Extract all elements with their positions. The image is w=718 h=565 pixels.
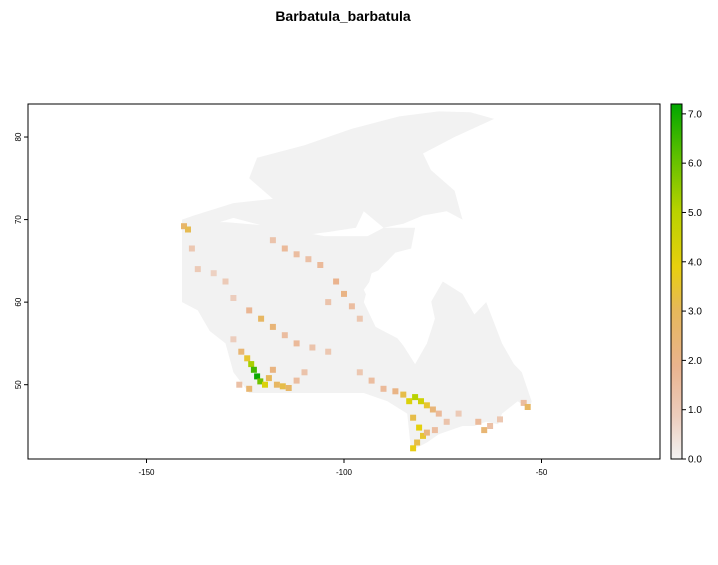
land-area bbox=[182, 111, 532, 451]
suitability-cell bbox=[285, 385, 292, 391]
suitability-cell bbox=[248, 361, 255, 368]
suitability-cell bbox=[380, 385, 387, 392]
suitability-cell bbox=[423, 429, 430, 436]
suitability-cell bbox=[325, 348, 332, 355]
suitability-cell bbox=[309, 344, 316, 351]
suitability-cell bbox=[455, 410, 462, 417]
suitability-cell bbox=[265, 375, 272, 382]
suitability-cell bbox=[423, 402, 430, 409]
suitability-cell bbox=[410, 414, 417, 421]
suitability-cell bbox=[257, 378, 264, 385]
y-tick-label: 50 bbox=[14, 380, 23, 389]
suitability-cell bbox=[230, 295, 237, 301]
legend-tick-label: 5.0 bbox=[688, 208, 702, 219]
suitability-cell bbox=[281, 245, 288, 252]
suitability-cell bbox=[317, 262, 324, 268]
suitability-cell bbox=[497, 416, 503, 423]
suitability-cell bbox=[431, 427, 438, 434]
suitability-cell bbox=[293, 377, 300, 384]
suitability-cell bbox=[443, 418, 450, 425]
suitability-cell bbox=[210, 270, 217, 277]
suitability-cell bbox=[410, 445, 417, 452]
suitability-cell bbox=[416, 424, 423, 431]
suitability-cell bbox=[475, 418, 482, 425]
suitability-cell bbox=[333, 278, 340, 285]
suitability-cell bbox=[246, 307, 253, 314]
suitability-cell bbox=[273, 381, 280, 388]
suitability-cell bbox=[356, 369, 363, 376]
suitability-cell bbox=[487, 423, 494, 429]
suitability-cell bbox=[392, 388, 399, 395]
suitability-cell bbox=[341, 290, 347, 297]
y-tick-label: 70 bbox=[14, 215, 23, 224]
legend-tick-label: 4.0 bbox=[688, 257, 702, 268]
suitability-cell bbox=[406, 398, 413, 405]
y-axis: 50 60 70 80 bbox=[14, 132, 28, 389]
suitability-cell bbox=[238, 348, 245, 355]
y-tick-label: 80 bbox=[14, 132, 23, 141]
suitability-cell bbox=[269, 366, 276, 373]
suitability-cell bbox=[420, 432, 426, 439]
x-axis: -150 -100 -50 bbox=[138, 459, 548, 477]
suitability-cell bbox=[250, 366, 257, 373]
suitability-cell bbox=[188, 245, 195, 252]
suitability-cell bbox=[181, 223, 187, 230]
suitability-cell bbox=[222, 278, 229, 285]
suitability-cell bbox=[325, 299, 332, 306]
suitability-cell bbox=[301, 369, 308, 376]
y-tick-label: 60 bbox=[14, 297, 23, 306]
suitability-cell bbox=[418, 398, 424, 405]
chart-title: Barbatula_barbatula bbox=[275, 8, 411, 24]
x-tick-label: -150 bbox=[138, 468, 155, 477]
suitability-cell bbox=[194, 266, 201, 273]
suitability-cell bbox=[412, 394, 419, 401]
suitability-cell bbox=[185, 226, 191, 233]
legend-tick-label: 3.0 bbox=[688, 307, 702, 318]
land-layer bbox=[182, 111, 532, 451]
x-tick-label: -100 bbox=[336, 468, 353, 477]
suitability-cell bbox=[279, 383, 286, 390]
suitability-cell bbox=[236, 381, 243, 388]
suitability-cell bbox=[429, 406, 436, 413]
hudson-bay bbox=[363, 265, 435, 365]
suitability-cell bbox=[244, 355, 251, 362]
legend-tick-label: 2.0 bbox=[688, 356, 702, 367]
suitability-cell bbox=[520, 399, 527, 406]
suitability-cell bbox=[435, 410, 442, 417]
suitability-cell bbox=[258, 315, 265, 322]
suitability-cell bbox=[524, 404, 531, 410]
legend-tick-label: 1.0 bbox=[688, 405, 702, 416]
suitability-cell bbox=[246, 385, 253, 392]
suitability-cell bbox=[356, 315, 363, 322]
legend-color-bar bbox=[670, 103, 683, 460]
legend-tick-label: 7.0 bbox=[688, 109, 702, 120]
suitability-cell bbox=[414, 439, 421, 446]
suitability-cell bbox=[262, 381, 268, 388]
suitability-cell bbox=[269, 323, 276, 330]
suitability-cell bbox=[281, 332, 288, 339]
suitability-layer bbox=[181, 223, 531, 452]
x-tick-label: -50 bbox=[536, 468, 548, 477]
suitability-cell bbox=[368, 377, 375, 384]
suitability-cell bbox=[230, 336, 237, 343]
suitability-cell bbox=[305, 256, 312, 263]
suitability-cell bbox=[269, 237, 276, 244]
legend-tick-label: 0.0 bbox=[688, 455, 702, 466]
color-legend: 0.0 1.0 2.0 3.0 4.0 5.0 6.0 7.0 bbox=[670, 103, 702, 466]
suitability-cell bbox=[400, 391, 407, 398]
suitability-cell bbox=[293, 251, 300, 258]
suitability-cell bbox=[293, 340, 300, 347]
suitability-cell bbox=[481, 427, 488, 434]
suitability-cell bbox=[348, 303, 355, 310]
legend-tick-label: 6.0 bbox=[688, 159, 702, 170]
suitability-cell bbox=[254, 373, 261, 380]
